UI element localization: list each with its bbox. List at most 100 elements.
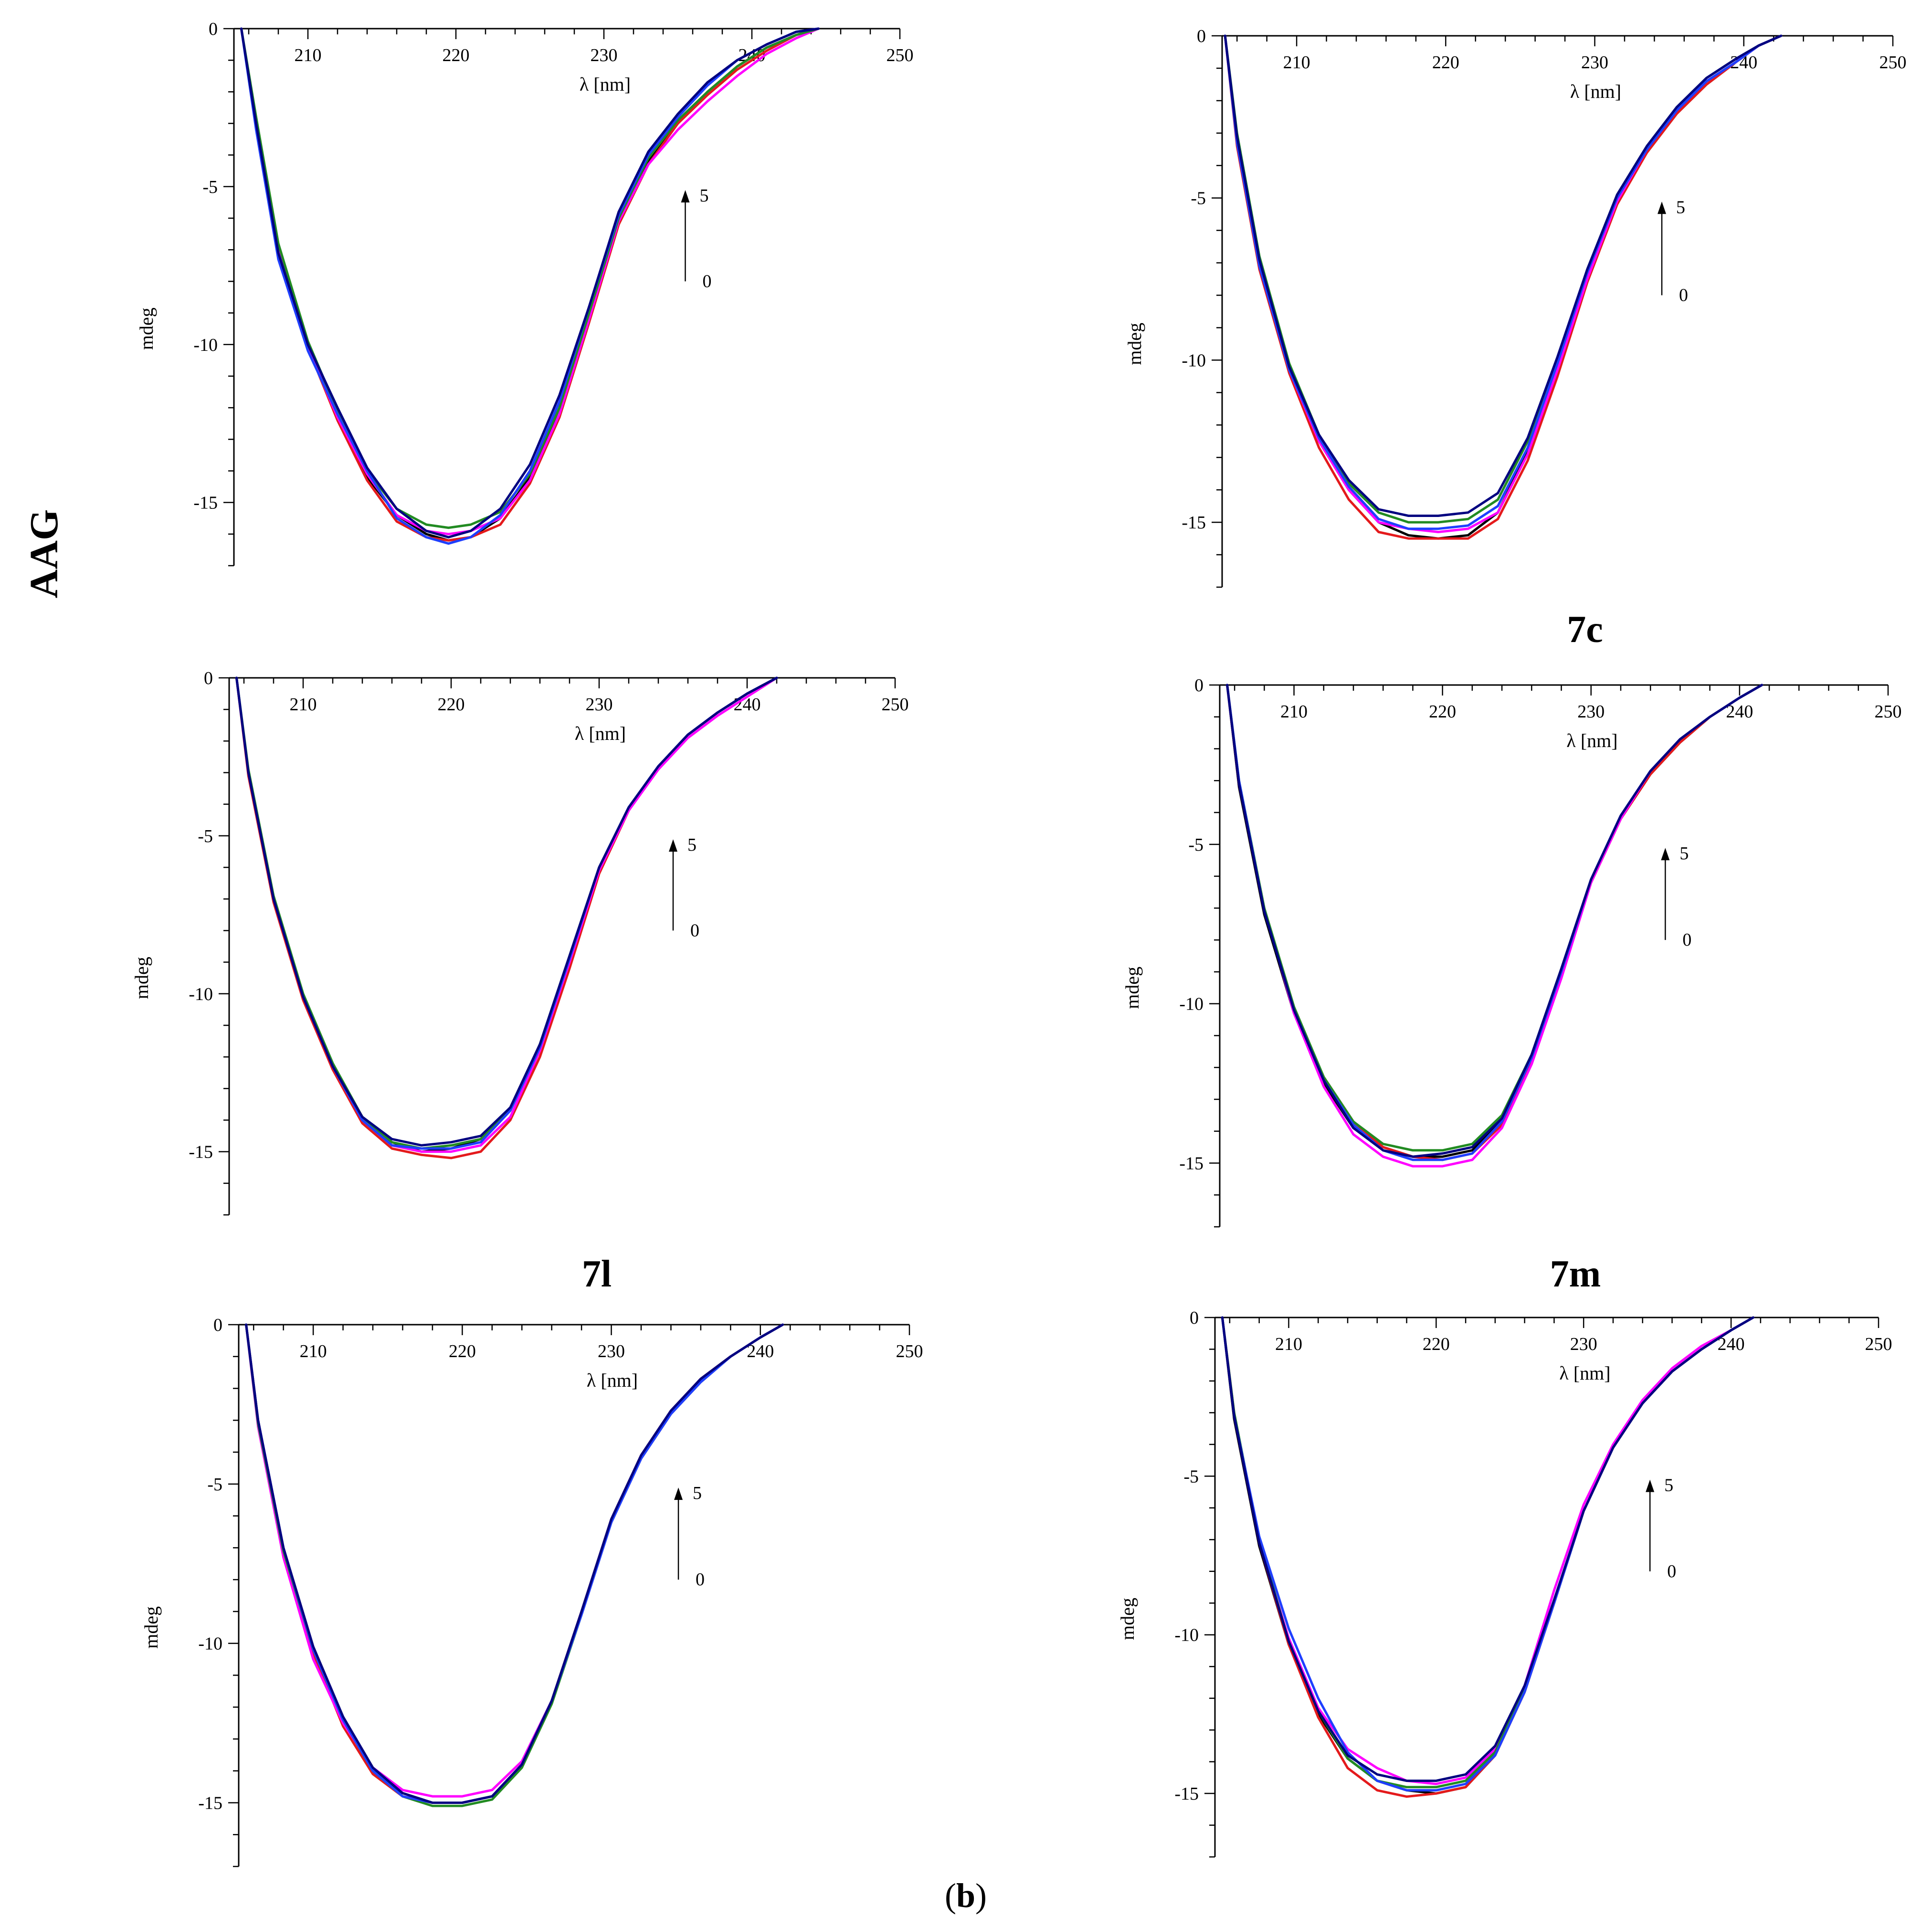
y-tick-label: -10 xyxy=(189,984,213,1004)
x-tick-label: 230 xyxy=(1581,53,1608,73)
y-axis-title: mdeg xyxy=(1121,967,1143,1009)
y-axis-title: mdeg xyxy=(140,1606,162,1649)
series-line-5 xyxy=(245,1323,784,1804)
y-tick-label: -15 xyxy=(1174,1784,1199,1804)
series-line-1 xyxy=(1226,684,1763,1158)
caption-open-paren: ( xyxy=(945,1876,956,1915)
series-line-3 xyxy=(245,1323,784,1798)
arrow-label-top: 5 xyxy=(687,835,697,855)
chart-label: 7l xyxy=(582,1253,612,1295)
series-line-5 xyxy=(1221,1316,1754,1792)
arrow-label-top: 5 xyxy=(1676,197,1685,217)
arrow-head xyxy=(681,190,690,203)
series-line-4 xyxy=(1224,34,1783,524)
x-tick-label: 250 xyxy=(1879,53,1907,73)
series-line-5 xyxy=(1224,34,1783,530)
y-tick-label: 0 xyxy=(204,668,213,688)
x-tick-label: 220 xyxy=(443,45,470,65)
y-tick-label: -5 xyxy=(1191,189,1206,209)
chart-label: 7m xyxy=(1550,1253,1601,1295)
x-tick-label: 220 xyxy=(1429,702,1456,722)
arrow-label-top: 5 xyxy=(700,186,709,206)
y-tick-label: -15 xyxy=(193,493,218,513)
x-tick-label: 230 xyxy=(1570,1334,1597,1354)
series-line-3 xyxy=(1226,684,1763,1168)
series-line-2 xyxy=(1224,34,1783,540)
x-tick-label: 220 xyxy=(1432,53,1459,73)
chart-label: 7n xyxy=(0,0,20,9)
caption-letter: b xyxy=(956,1876,975,1915)
series-line-2 xyxy=(235,676,778,1160)
y-tick-label: -15 xyxy=(1182,513,1206,533)
series-line-2 xyxy=(245,1323,784,1804)
x-tick-label: 250 xyxy=(1865,1334,1892,1354)
x-tick-label: 220 xyxy=(438,695,465,715)
series-line-3 xyxy=(1224,34,1783,533)
y-tick-label: -10 xyxy=(193,335,218,355)
arrow-head xyxy=(674,1487,683,1500)
y-tick-label: -5 xyxy=(1188,835,1204,855)
arrow-label-bottom: 0 xyxy=(696,1570,705,1590)
x-tick-label: 230 xyxy=(1577,702,1605,722)
y-axis-title: mdeg xyxy=(131,957,152,999)
series-line-4 xyxy=(245,1323,784,1807)
y-tick-label: -5 xyxy=(202,177,218,197)
x-tick-label: 250 xyxy=(1875,702,1902,722)
arrow-head xyxy=(1646,1479,1655,1492)
series-line-6 xyxy=(245,1323,784,1804)
chart-panel-4: 210 220 230 240 250 0 -5 -10 -15 λ [nm] mdeg 5 0 7m xyxy=(1121,675,1902,1295)
series-line-1 xyxy=(1221,1316,1754,1795)
x-tick-label: 240 xyxy=(1726,702,1753,722)
y-tick-label: 0 xyxy=(213,1315,222,1335)
series-line-1 xyxy=(1224,34,1783,540)
arrow-label-top: 5 xyxy=(1664,1476,1673,1496)
series-line-5 xyxy=(235,676,778,1150)
x-tick-label: 210 xyxy=(1283,53,1310,73)
arrow-label-bottom: 0 xyxy=(690,920,699,940)
arrow-label-top: 5 xyxy=(1679,843,1689,864)
series-line-6 xyxy=(240,27,820,538)
x-tick-label: 240 xyxy=(1718,1334,1745,1354)
series-line-4 xyxy=(1221,1316,1754,1789)
x-tick-label: 220 xyxy=(1423,1334,1450,1354)
y-tick-label: -5 xyxy=(207,1475,222,1495)
series-line-1 xyxy=(235,676,778,1153)
y-axis-title: mdeg xyxy=(136,307,157,350)
series-line-1 xyxy=(245,1323,784,1804)
series-line-6 xyxy=(1224,34,1783,517)
x-tick-label: 250 xyxy=(896,1341,923,1361)
chart-panel-5: 210 220 230 240 250 0 -5 -10 -15 λ [nm] mdeg 5 0 7n xyxy=(0,0,923,1867)
series-line-3 xyxy=(240,27,820,536)
series-line-4 xyxy=(240,27,820,529)
caption-close-paren: ) xyxy=(975,1876,987,1915)
series-line-4 xyxy=(1226,684,1763,1152)
x-axis-title: λ [nm] xyxy=(587,1370,638,1391)
y-tick-label: -5 xyxy=(198,826,213,846)
x-tick-label: 210 xyxy=(300,1341,327,1361)
y-tick-label: -10 xyxy=(1182,350,1206,370)
x-tick-label: 230 xyxy=(586,695,613,715)
arrow-label-top: 5 xyxy=(693,1483,702,1503)
series-line-6 xyxy=(1226,684,1763,1158)
y-tick-label: -10 xyxy=(198,1634,222,1654)
series-line-6 xyxy=(1221,1316,1754,1782)
x-tick-label: 250 xyxy=(882,695,909,715)
y-tick-label: -10 xyxy=(1179,994,1204,1014)
y-tick-label: 0 xyxy=(1190,1308,1199,1328)
x-axis-title: λ [nm] xyxy=(1566,730,1617,751)
x-tick-label: 220 xyxy=(449,1341,476,1361)
arrow-label-bottom: 0 xyxy=(1679,285,1688,306)
side-label-aag: AAG xyxy=(22,509,66,599)
x-axis-title: λ [nm] xyxy=(1570,81,1621,102)
arrow-head xyxy=(1661,848,1670,861)
y-tick-label: 0 xyxy=(1197,26,1206,46)
x-tick-label: 240 xyxy=(747,1341,774,1361)
series-line-3 xyxy=(235,676,778,1153)
series-line-2 xyxy=(1221,1316,1754,1798)
arrow-head xyxy=(669,839,677,852)
series-line-3 xyxy=(1221,1316,1754,1785)
